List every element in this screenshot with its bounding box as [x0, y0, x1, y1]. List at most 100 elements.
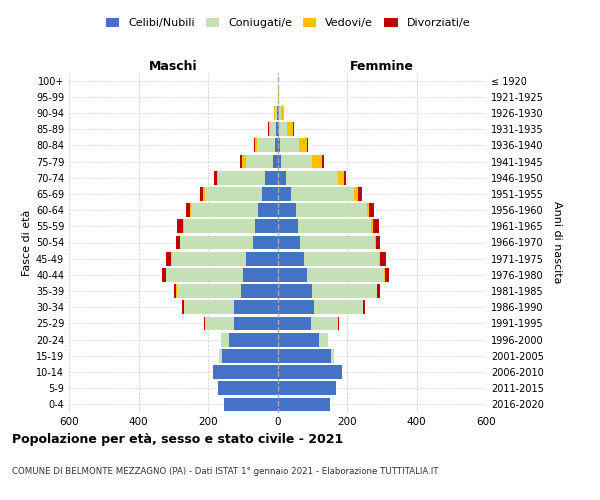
Bar — [259, 203, 277, 217]
Bar — [205, 187, 262, 201]
Bar — [275, 138, 277, 152]
Bar — [277, 333, 319, 346]
Bar — [385, 268, 389, 282]
Bar — [191, 203, 259, 217]
Bar — [311, 316, 338, 330]
Bar — [277, 284, 312, 298]
Bar — [253, 236, 277, 250]
Bar — [277, 349, 331, 362]
Bar — [319, 333, 328, 346]
Bar — [286, 171, 338, 184]
Bar — [277, 365, 342, 379]
Bar — [280, 138, 299, 152]
Bar — [293, 122, 294, 136]
Bar — [234, 316, 277, 330]
Bar — [180, 236, 253, 250]
Bar — [342, 365, 343, 379]
Bar — [322, 154, 324, 168]
Bar — [262, 187, 277, 201]
Bar — [281, 154, 312, 168]
Bar — [380, 252, 386, 266]
Bar — [291, 187, 354, 201]
Bar — [338, 171, 344, 184]
Text: COMUNE DI BELMONTE MEZZAGNO (PA) - Dati ISTAT 1° gennaio 2021 - Elaborazione TUT: COMUNE DI BELMONTE MEZZAGNO (PA) - Dati … — [12, 468, 439, 476]
Text: Popolazione per età, sesso e stato civile - 2021: Popolazione per età, sesso e stato civil… — [12, 432, 343, 446]
Bar — [277, 187, 291, 201]
Bar — [234, 300, 277, 314]
Bar — [307, 268, 384, 282]
Bar — [307, 138, 308, 152]
Bar — [179, 236, 180, 250]
Bar — [277, 171, 286, 184]
Bar — [277, 316, 311, 330]
Bar — [376, 236, 380, 250]
Bar — [219, 349, 222, 362]
Y-axis label: Anni di nascita: Anni di nascita — [552, 201, 562, 283]
Bar — [270, 122, 276, 136]
Bar — [182, 300, 184, 314]
Bar — [338, 316, 339, 330]
Legend: Celibi/Nubili, Coniugati/e, Vedovi/e, Divorziati/e: Celibi/Nubili, Coniugati/e, Vedovi/e, Di… — [101, 13, 475, 32]
Bar — [245, 154, 274, 168]
Bar — [269, 122, 270, 136]
Bar — [277, 203, 296, 217]
Bar — [177, 284, 241, 298]
Bar — [173, 284, 176, 298]
Bar — [314, 300, 364, 314]
Bar — [265, 171, 277, 184]
Bar — [312, 154, 322, 168]
Bar — [375, 236, 376, 250]
Bar — [218, 171, 265, 184]
Bar — [213, 365, 277, 379]
Bar — [304, 252, 379, 266]
Bar — [373, 220, 379, 233]
Bar — [274, 106, 275, 120]
Bar — [277, 252, 304, 266]
Bar — [268, 122, 269, 136]
Bar — [312, 284, 377, 298]
Bar — [255, 138, 257, 152]
Bar — [296, 203, 367, 217]
Bar — [186, 203, 190, 217]
Bar — [183, 220, 184, 233]
Bar — [300, 236, 375, 250]
Bar — [203, 187, 205, 201]
Bar — [277, 268, 307, 282]
Bar — [287, 122, 293, 136]
Bar — [254, 138, 255, 152]
Text: Femmine: Femmine — [350, 60, 414, 72]
Bar — [277, 138, 280, 152]
Bar — [279, 122, 287, 136]
Bar — [277, 398, 331, 411]
Bar — [176, 236, 179, 250]
Bar — [358, 187, 362, 201]
Bar — [281, 106, 284, 120]
Text: Maschi: Maschi — [149, 60, 197, 72]
Bar — [274, 154, 277, 168]
Bar — [205, 316, 234, 330]
Y-axis label: Fasce di età: Fasce di età — [22, 210, 32, 276]
Bar — [184, 300, 234, 314]
Bar — [166, 252, 171, 266]
Bar — [277, 300, 314, 314]
Bar — [166, 268, 243, 282]
Bar — [255, 220, 277, 233]
Bar — [278, 90, 279, 104]
Bar — [200, 187, 203, 201]
Bar — [214, 171, 217, 184]
Bar — [278, 106, 281, 120]
Bar — [354, 187, 358, 201]
Bar — [190, 203, 191, 217]
Bar — [204, 316, 205, 330]
Bar — [172, 252, 246, 266]
Bar — [377, 284, 380, 298]
Bar — [277, 220, 298, 233]
Bar — [222, 349, 277, 362]
Bar — [299, 138, 307, 152]
Bar — [369, 203, 374, 217]
Bar — [277, 382, 336, 395]
Bar — [229, 333, 277, 346]
Bar — [331, 349, 334, 362]
Bar — [212, 365, 213, 379]
Bar — [243, 268, 277, 282]
